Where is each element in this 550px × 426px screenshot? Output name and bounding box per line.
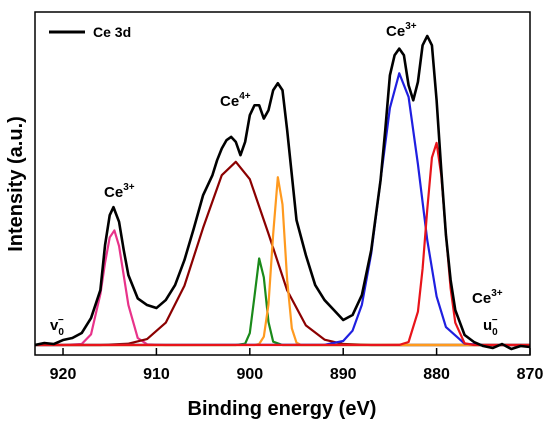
spectrum-line [35, 34, 530, 351]
annotation-superscript: 3+ [405, 21, 417, 32]
annotation-text: Ce [220, 93, 239, 110]
x-axis-label: Binding energy (eV) [188, 398, 377, 420]
legend-label: Ce 3d [93, 24, 131, 40]
x-tick-label: 920 [50, 366, 77, 383]
fit-component-line [35, 72, 530, 347]
annotation: v0− [50, 315, 64, 338]
annotation: Ce3+ [104, 182, 135, 201]
annotation-superscript: − [492, 315, 498, 326]
plot-frame [34, 11, 531, 356]
annotation-text: Ce [104, 184, 123, 201]
x-tick-label: 870 [517, 366, 544, 383]
annotation-superscript: − [58, 315, 64, 326]
x-tick-label: 900 [236, 366, 263, 383]
fit-component-line [35, 257, 530, 347]
annotation-text: Ce [472, 290, 491, 307]
annotation-text: Ce [386, 23, 405, 40]
annotation-superscript: 4+ [239, 91, 251, 102]
annotation: Ce4+ [220, 91, 251, 110]
x-tick-label: 910 [143, 366, 170, 383]
annotation: Ce3+ [472, 288, 503, 307]
annotation-superscript: 3+ [491, 288, 503, 299]
annotation-superscript: 3+ [123, 182, 135, 193]
y-axis-label: Intensity (a.u.) [5, 116, 27, 252]
annotation: Ce3+ [386, 21, 417, 40]
annotation-subscript: 0 [58, 327, 64, 338]
annotation-text: v [50, 317, 59, 334]
fit-component-line [35, 229, 530, 347]
annotation-text: u [483, 317, 492, 334]
fit-component-line [35, 160, 530, 347]
x-tick-label: 880 [423, 366, 450, 383]
x-tick-label: 890 [330, 366, 357, 383]
annotation: u0− [483, 315, 498, 338]
fit-component-line [35, 141, 530, 347]
annotation-subscript: 0 [492, 327, 498, 338]
